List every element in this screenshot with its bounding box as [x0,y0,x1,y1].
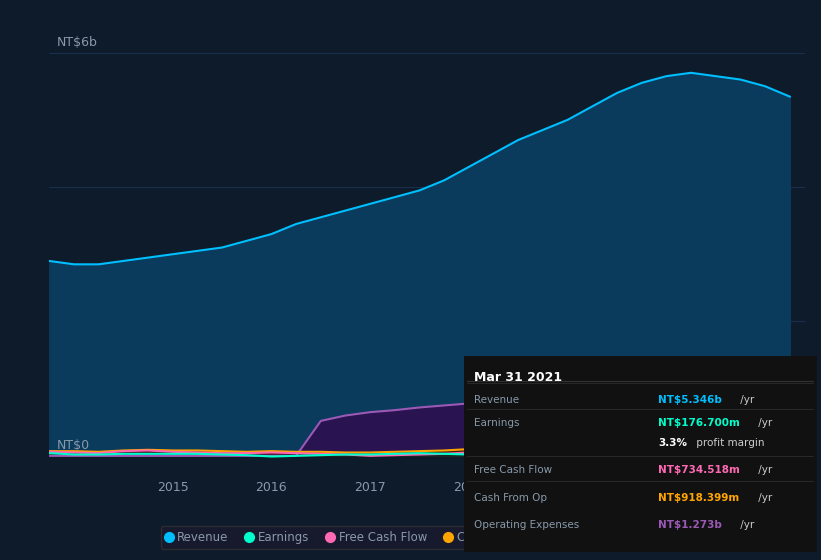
Text: NT$0: NT$0 [57,440,90,452]
Text: /yr: /yr [737,395,754,405]
Text: Free Cash Flow: Free Cash Flow [475,465,553,475]
Legend: Revenue, Earnings, Free Cash Flow, Cash From Op, Operating Expenses: Revenue, Earnings, Free Cash Flow, Cash … [161,526,693,549]
Text: Revenue: Revenue [475,395,520,405]
Text: Earnings: Earnings [475,418,520,428]
Text: Cash From Op: Cash From Op [475,493,548,503]
Text: /yr: /yr [755,493,773,503]
Text: NT$918.399m: NT$918.399m [658,493,739,503]
Text: NT$5.346b: NT$5.346b [658,395,722,405]
Text: Mar 31 2021: Mar 31 2021 [475,371,562,384]
Text: NT$176.700m: NT$176.700m [658,418,740,428]
Text: NT$1.273b: NT$1.273b [658,520,722,530]
Text: /yr: /yr [755,465,773,475]
Text: /yr: /yr [737,520,754,530]
Text: NT$734.518m: NT$734.518m [658,465,740,475]
Text: 3.3%: 3.3% [658,438,687,448]
Text: /yr: /yr [755,418,773,428]
Text: Operating Expenses: Operating Expenses [475,520,580,530]
Text: NT$6b: NT$6b [57,36,98,49]
Text: profit margin: profit margin [693,438,765,448]
